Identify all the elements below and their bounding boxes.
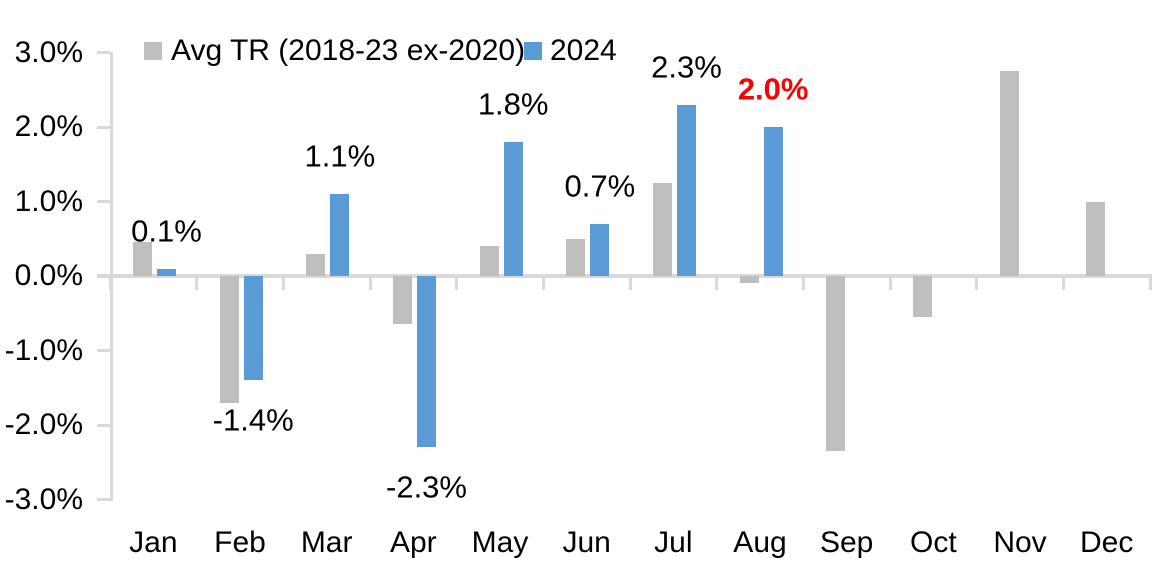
- x-axis-tick: [455, 274, 459, 290]
- x-axis-label-mar: Mar: [300, 526, 353, 559]
- bar-2024-apr: [417, 276, 436, 448]
- data-label-mar: 1.1%: [304, 138, 376, 174]
- x-axis-label-jan: Jan: [129, 526, 178, 559]
- bar-avg-tr-apr: [393, 276, 412, 325]
- bar-2024-mar: [330, 194, 350, 276]
- data-label-jun: 0.7%: [564, 168, 636, 204]
- bar-avg-tr-jul: [653, 182, 672, 276]
- x-axis-tick: [108, 274, 112, 290]
- data-label-apr: -2.3%: [386, 469, 467, 505]
- bar-2024-aug: [763, 127, 783, 276]
- y-axis-tick-label: -2.0%: [4, 408, 83, 441]
- y-axis-tick: [97, 125, 110, 129]
- x-axis-zero-line: [97, 274, 1152, 278]
- y-axis-tick-label: -1.0%: [4, 333, 83, 367]
- data-label-jan: 0.1%: [131, 213, 202, 249]
- x-axis-label-aug: Aug: [733, 526, 787, 559]
- x-axis-label-sep: Sep: [819, 526, 874, 559]
- bar-2024-jan: [157, 268, 176, 276]
- x-axis-label-nov: Nov: [993, 526, 1047, 559]
- y-axis-tick-label: -3.0%: [4, 482, 83, 516]
- x-axis-tick: [541, 274, 545, 290]
- x-axis-label-dec: Dec: [1079, 526, 1134, 559]
- x-axis-label-jul: Jul: [654, 526, 693, 559]
- legend-label-avg-tr: Avg TR (2018-23 ex-2020): [171, 34, 526, 67]
- y-axis-tick: [97, 51, 110, 54]
- x-axis-tick: [801, 274, 805, 290]
- legend-swatch-2024: [524, 42, 542, 60]
- y-axis-tick-label: 3.0%: [14, 35, 83, 69]
- bar-avg-tr-jun: [566, 238, 586, 276]
- bar-avg-tr-mar: [306, 253, 326, 276]
- x-axis-label-oct: Oct: [909, 526, 957, 559]
- bar-2024-feb: [243, 276, 263, 381]
- bar-avg-tr-sep: [826, 276, 846, 452]
- y-axis-tick: [97, 349, 110, 352]
- bar-avg-tr-may: [479, 246, 499, 276]
- y-axis-tick: [97, 423, 110, 427]
- bar-avg-tr-oct: [913, 276, 932, 317]
- bar-avg-tr-aug: [739, 276, 759, 284]
- data-label-aug: 2.0%: [737, 71, 809, 107]
- x-axis-tick: [1061, 274, 1065, 290]
- x-axis-label-apr: Apr: [389, 526, 437, 559]
- x-axis-tick: [195, 274, 199, 290]
- bar-avg-tr-feb: [219, 276, 239, 403]
- x-axis-tick: [715, 274, 719, 290]
- bar-avg-tr-jan: [133, 242, 152, 276]
- legend-swatch-avg-tr: [144, 42, 162, 60]
- legend-label-2024: 2024: [550, 34, 617, 67]
- x-axis-label-may: May: [471, 526, 529, 559]
- x-axis-tick: [368, 274, 372, 290]
- y-axis-tick: [97, 200, 110, 203]
- bar-avg-tr-nov: [999, 71, 1019, 276]
- y-axis-tick-label: 0.0%: [14, 259, 83, 292]
- x-axis-tick: [888, 274, 892, 290]
- bar-2024-may: [503, 141, 523, 276]
- x-axis-label-feb: Feb: [214, 526, 266, 559]
- x-axis-tick: [281, 274, 285, 290]
- data-label-feb: -1.4%: [212, 402, 294, 438]
- x-axis-label-jun: Jun: [562, 526, 611, 559]
- data-label-jul: 2.3%: [651, 49, 722, 85]
- y-axis-tick: [97, 498, 110, 501]
- x-axis-tick: [975, 274, 979, 290]
- bar-2024-jun: [590, 223, 610, 276]
- y-axis-tick-label: 1.0%: [14, 184, 83, 218]
- y-axis-tick-label: 2.0%: [14, 110, 83, 143]
- x-axis-tick: [628, 274, 632, 290]
- x-axis-tick: [1148, 274, 1152, 290]
- bar-avg-tr-dec: [1086, 201, 1106, 276]
- data-label-may: 1.8%: [477, 86, 549, 122]
- bar-2024-jul: [677, 104, 696, 276]
